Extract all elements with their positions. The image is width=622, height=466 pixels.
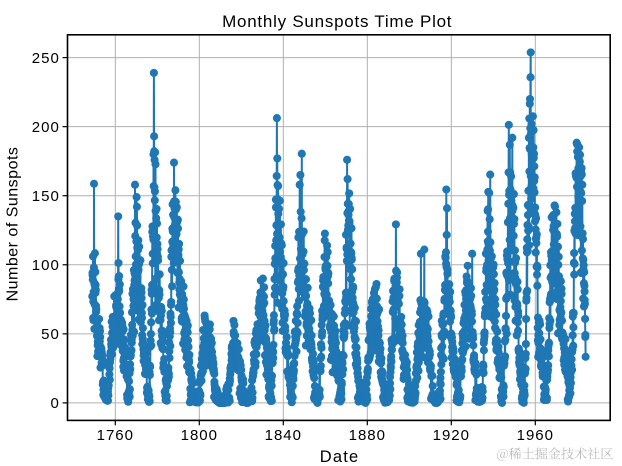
svg-text:250: 250 [32, 50, 60, 67]
svg-text:150: 150 [32, 188, 60, 205]
svg-text:1840: 1840 [265, 427, 302, 444]
svg-text:1880: 1880 [349, 427, 386, 444]
svg-text:Monthly Sunspots Time Plot: Monthly Sunspots Time Plot [222, 12, 452, 31]
svg-text:1960: 1960 [517, 427, 554, 444]
svg-text:Number of Sunspots: Number of Sunspots [5, 147, 22, 302]
svg-text:Date: Date [320, 448, 360, 466]
svg-text:1760: 1760 [97, 427, 134, 444]
svg-text:200: 200 [32, 119, 60, 136]
svg-text:100: 100 [32, 257, 60, 274]
svg-text:0: 0 [50, 395, 59, 412]
svg-text:50: 50 [41, 326, 60, 343]
svg-text:1800: 1800 [181, 427, 218, 444]
svg-text:1920: 1920 [433, 427, 470, 444]
